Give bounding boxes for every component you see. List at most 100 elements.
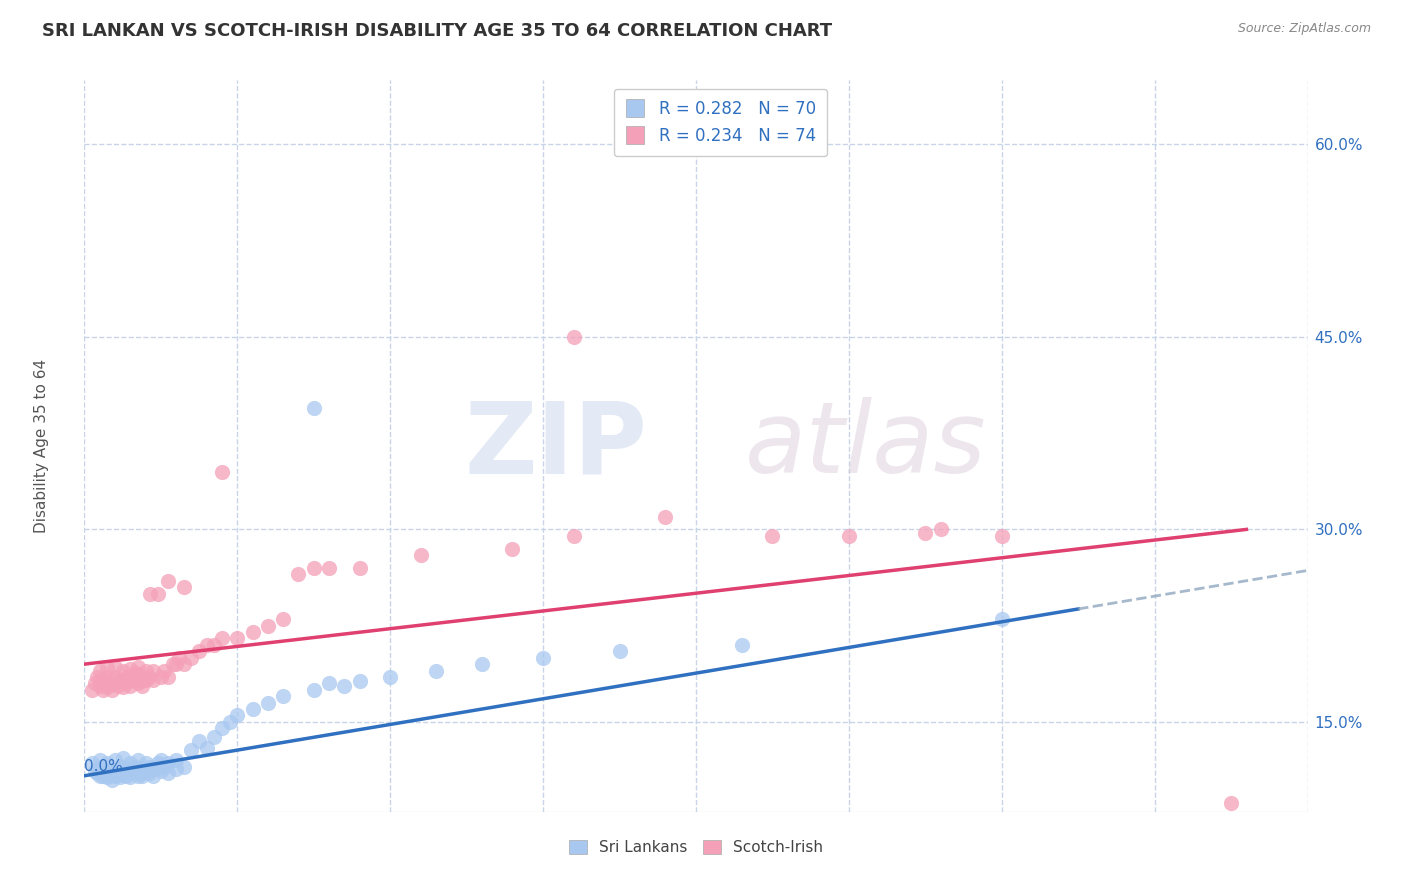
Point bbox=[107, 679, 129, 693]
Point bbox=[302, 561, 325, 575]
Point bbox=[101, 682, 124, 697]
Point bbox=[142, 673, 165, 687]
Point bbox=[127, 769, 149, 783]
Point bbox=[271, 690, 294, 704]
Point bbox=[89, 753, 111, 767]
Point bbox=[89, 664, 111, 678]
Point bbox=[149, 753, 172, 767]
Point bbox=[991, 529, 1014, 543]
Point bbox=[153, 664, 176, 678]
Point bbox=[173, 580, 195, 594]
Point bbox=[302, 682, 325, 697]
Point bbox=[188, 644, 211, 658]
Text: SRI LANKAN VS SCOTCH-IRISH DISABILITY AGE 35 TO 64 CORRELATION CHART: SRI LANKAN VS SCOTCH-IRISH DISABILITY AG… bbox=[42, 22, 832, 40]
Point bbox=[149, 764, 172, 778]
Point bbox=[318, 561, 340, 575]
Point bbox=[101, 772, 124, 787]
Point bbox=[89, 760, 111, 774]
Point bbox=[149, 670, 172, 684]
Point bbox=[107, 766, 129, 780]
Point bbox=[242, 702, 264, 716]
Point bbox=[914, 526, 936, 541]
Point bbox=[93, 673, 115, 688]
Point bbox=[131, 769, 153, 783]
Point bbox=[104, 659, 127, 673]
Point bbox=[165, 753, 187, 767]
Point bbox=[129, 766, 152, 780]
Point bbox=[562, 529, 585, 543]
Point bbox=[89, 679, 111, 693]
Point bbox=[409, 548, 432, 562]
Point bbox=[271, 612, 294, 626]
Point bbox=[127, 676, 149, 690]
Text: 0.0%: 0.0% bbox=[84, 759, 124, 774]
Point bbox=[124, 666, 146, 681]
Point bbox=[153, 760, 176, 774]
Point bbox=[84, 676, 107, 690]
Point bbox=[120, 679, 142, 693]
Legend: Sri Lankans, Scotch-Irish: Sri Lankans, Scotch-Irish bbox=[561, 832, 831, 863]
Point bbox=[120, 770, 142, 784]
Point bbox=[122, 673, 145, 687]
Point bbox=[318, 676, 340, 690]
Point bbox=[838, 529, 860, 543]
Point bbox=[104, 769, 127, 783]
Point bbox=[96, 764, 118, 778]
Point bbox=[86, 766, 108, 780]
Point bbox=[157, 670, 180, 684]
Point bbox=[115, 670, 138, 684]
Point bbox=[86, 670, 108, 684]
Point bbox=[287, 567, 309, 582]
Point bbox=[127, 667, 149, 681]
Point bbox=[157, 756, 180, 770]
Point bbox=[114, 769, 136, 783]
Point bbox=[146, 586, 169, 600]
Point bbox=[120, 670, 142, 684]
Point bbox=[138, 766, 160, 780]
Point bbox=[96, 756, 118, 770]
Point bbox=[108, 673, 131, 687]
Point bbox=[104, 676, 127, 690]
Point bbox=[218, 714, 240, 729]
Point bbox=[180, 650, 202, 665]
Point bbox=[195, 740, 218, 755]
Point bbox=[142, 664, 165, 678]
Point bbox=[89, 769, 111, 783]
Point bbox=[173, 760, 195, 774]
Point bbox=[104, 753, 127, 767]
Point bbox=[157, 766, 180, 780]
Point bbox=[349, 673, 371, 688]
Point bbox=[195, 638, 218, 652]
Point bbox=[135, 664, 157, 678]
Point bbox=[211, 721, 233, 735]
Point bbox=[257, 696, 280, 710]
Point bbox=[142, 763, 165, 777]
Point bbox=[122, 766, 145, 780]
Point bbox=[93, 763, 115, 777]
Point bbox=[180, 743, 202, 757]
Point bbox=[188, 734, 211, 748]
Point bbox=[120, 662, 142, 676]
Point bbox=[242, 625, 264, 640]
Point bbox=[120, 756, 142, 770]
Point bbox=[654, 509, 676, 524]
Point bbox=[471, 657, 494, 672]
Point bbox=[1220, 796, 1243, 810]
Point bbox=[129, 673, 152, 688]
Point bbox=[111, 680, 134, 694]
Point bbox=[111, 673, 134, 687]
Point bbox=[502, 541, 524, 556]
Point bbox=[761, 529, 783, 543]
Point bbox=[731, 638, 754, 652]
Point bbox=[89, 673, 111, 687]
Point bbox=[202, 638, 225, 652]
Point bbox=[111, 751, 134, 765]
Point bbox=[80, 756, 103, 770]
Point bbox=[96, 680, 118, 694]
Point bbox=[108, 770, 131, 784]
Text: atlas: atlas bbox=[745, 398, 987, 494]
Point bbox=[165, 657, 187, 672]
Point bbox=[135, 756, 157, 770]
Point bbox=[111, 664, 134, 678]
Point bbox=[98, 766, 121, 780]
